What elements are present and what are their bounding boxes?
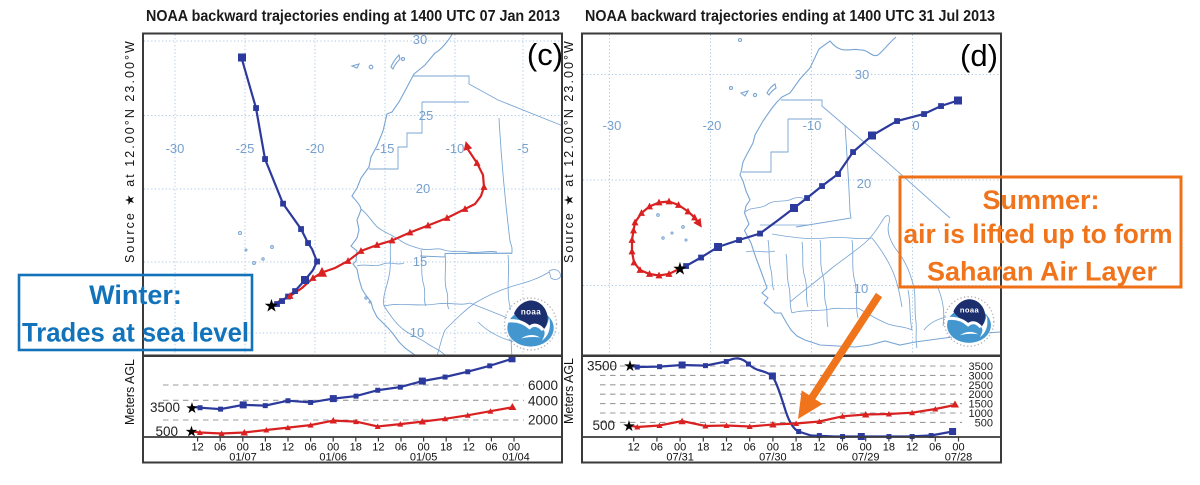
svg-text:1500: 1500 bbox=[969, 399, 993, 411]
svg-text:1000: 1000 bbox=[969, 408, 993, 420]
svg-text:3500: 3500 bbox=[150, 400, 180, 415]
svg-text:18: 18 bbox=[259, 442, 271, 454]
svg-text:18: 18 bbox=[883, 442, 895, 454]
svg-text:(c): (c) bbox=[527, 37, 563, 72]
svg-text:30: 30 bbox=[855, 67, 869, 82]
svg-text:Source ★ at 12.00°N 23.00°W: Source ★ at 12.00°N 23.00°W bbox=[562, 39, 576, 263]
svg-text:07/28: 07/28 bbox=[945, 452, 973, 464]
svg-text:★: ★ bbox=[622, 418, 635, 435]
svg-text:2000: 2000 bbox=[969, 389, 993, 401]
svg-text:00: 00 bbox=[508, 442, 520, 454]
svg-text:★: ★ bbox=[672, 259, 688, 279]
svg-text:06: 06 bbox=[836, 442, 848, 454]
svg-text:00: 00 bbox=[767, 442, 779, 454]
svg-text:25: 25 bbox=[419, 108, 433, 123]
svg-text:20: 20 bbox=[416, 181, 430, 196]
svg-text:500: 500 bbox=[975, 417, 993, 429]
svg-text:500: 500 bbox=[155, 424, 178, 439]
svg-text:★: ★ bbox=[185, 424, 198, 441]
svg-text:00: 00 bbox=[860, 442, 872, 454]
svg-text:-15: -15 bbox=[376, 141, 395, 156]
svg-text:12: 12 bbox=[191, 442, 203, 454]
svg-text:07/30: 07/30 bbox=[759, 452, 787, 464]
svg-text:12: 12 bbox=[813, 442, 825, 454]
svg-text:06: 06 bbox=[304, 442, 316, 454]
svg-text:NOAA backward trajectories end: NOAA backward trajectories ending at 140… bbox=[585, 8, 995, 25]
svg-text:-30: -30 bbox=[603, 118, 622, 133]
svg-text:Source ★ at 12.00°N 23.00°W: Source ★ at 12.00°N 23.00°W bbox=[123, 39, 137, 263]
svg-text:30: 30 bbox=[413, 32, 427, 47]
svg-text:07/31: 07/31 bbox=[666, 452, 694, 464]
svg-text:12: 12 bbox=[372, 442, 384, 454]
svg-text:06: 06 bbox=[395, 442, 407, 454]
svg-text:10: 10 bbox=[410, 325, 424, 340]
svg-text:3000: 3000 bbox=[969, 370, 993, 382]
svg-text:noaa: noaa bbox=[960, 306, 980, 315]
svg-text:Saharan Air Layer: Saharan Air Layer bbox=[927, 257, 1157, 287]
svg-text:noaa: noaa bbox=[521, 308, 541, 317]
svg-text:18: 18 bbox=[440, 442, 452, 454]
svg-text:00: 00 bbox=[417, 442, 429, 454]
svg-text:18: 18 bbox=[790, 442, 802, 454]
svg-text:NOAA backward trajectories end: NOAA backward trajectories ending at 140… bbox=[146, 8, 560, 25]
svg-text:07/29: 07/29 bbox=[852, 452, 880, 464]
svg-text:3500: 3500 bbox=[587, 359, 617, 374]
svg-text:20: 20 bbox=[857, 176, 871, 191]
svg-text:-5: -5 bbox=[517, 141, 529, 156]
svg-text:-10: -10 bbox=[446, 141, 465, 156]
svg-text:air is lifted up to form: air is lifted up to form bbox=[904, 219, 1173, 249]
svg-text:18: 18 bbox=[697, 442, 709, 454]
svg-text:12: 12 bbox=[463, 442, 475, 454]
svg-text:06: 06 bbox=[744, 442, 756, 454]
svg-text:00: 00 bbox=[952, 442, 964, 454]
svg-text:★: ★ bbox=[623, 358, 636, 375]
svg-text:-20: -20 bbox=[703, 118, 722, 133]
svg-text:-30: -30 bbox=[166, 141, 185, 156]
svg-text:3500: 3500 bbox=[969, 361, 993, 373]
svg-text:Summer:: Summer: bbox=[982, 185, 1099, 215]
svg-text:06: 06 bbox=[485, 442, 497, 454]
svg-text:Meters AGL: Meters AGL bbox=[562, 358, 576, 424]
svg-text:Trades at sea level: Trades at sea level bbox=[22, 318, 249, 348]
svg-text:12: 12 bbox=[282, 442, 294, 454]
svg-text:2000: 2000 bbox=[528, 413, 558, 428]
svg-text:4000: 4000 bbox=[528, 394, 558, 409]
svg-text:6000: 6000 bbox=[528, 378, 558, 393]
svg-text:★: ★ bbox=[264, 296, 280, 316]
svg-text:00: 00 bbox=[674, 442, 686, 454]
svg-text:0: 0 bbox=[912, 118, 919, 133]
svg-text:00: 00 bbox=[327, 442, 339, 454]
svg-text:00: 00 bbox=[237, 442, 249, 454]
svg-text:18: 18 bbox=[350, 442, 362, 454]
svg-text:12: 12 bbox=[720, 442, 732, 454]
svg-text:12: 12 bbox=[906, 442, 918, 454]
svg-text:2500: 2500 bbox=[969, 380, 993, 392]
svg-text:15: 15 bbox=[413, 254, 427, 269]
svg-text:-25: -25 bbox=[236, 141, 255, 156]
svg-text:06: 06 bbox=[929, 442, 941, 454]
svg-text:10: 10 bbox=[854, 281, 868, 296]
svg-text:(d): (d) bbox=[960, 38, 998, 73]
svg-text:06: 06 bbox=[214, 442, 226, 454]
svg-text:01/05: 01/05 bbox=[410, 452, 438, 464]
svg-text:-20: -20 bbox=[306, 141, 325, 156]
svg-text:06: 06 bbox=[651, 442, 663, 454]
svg-text:12: 12 bbox=[628, 442, 640, 454]
svg-text:Winter:: Winter: bbox=[89, 280, 182, 310]
svg-text:-10: -10 bbox=[803, 118, 822, 133]
svg-text:500: 500 bbox=[592, 418, 615, 433]
svg-text:01/04: 01/04 bbox=[502, 452, 530, 464]
svg-text:01/06: 01/06 bbox=[319, 452, 347, 464]
svg-text:01/07: 01/07 bbox=[229, 452, 257, 464]
svg-text:★: ★ bbox=[185, 400, 198, 417]
svg-text:Meters AGL: Meters AGL bbox=[123, 359, 137, 425]
